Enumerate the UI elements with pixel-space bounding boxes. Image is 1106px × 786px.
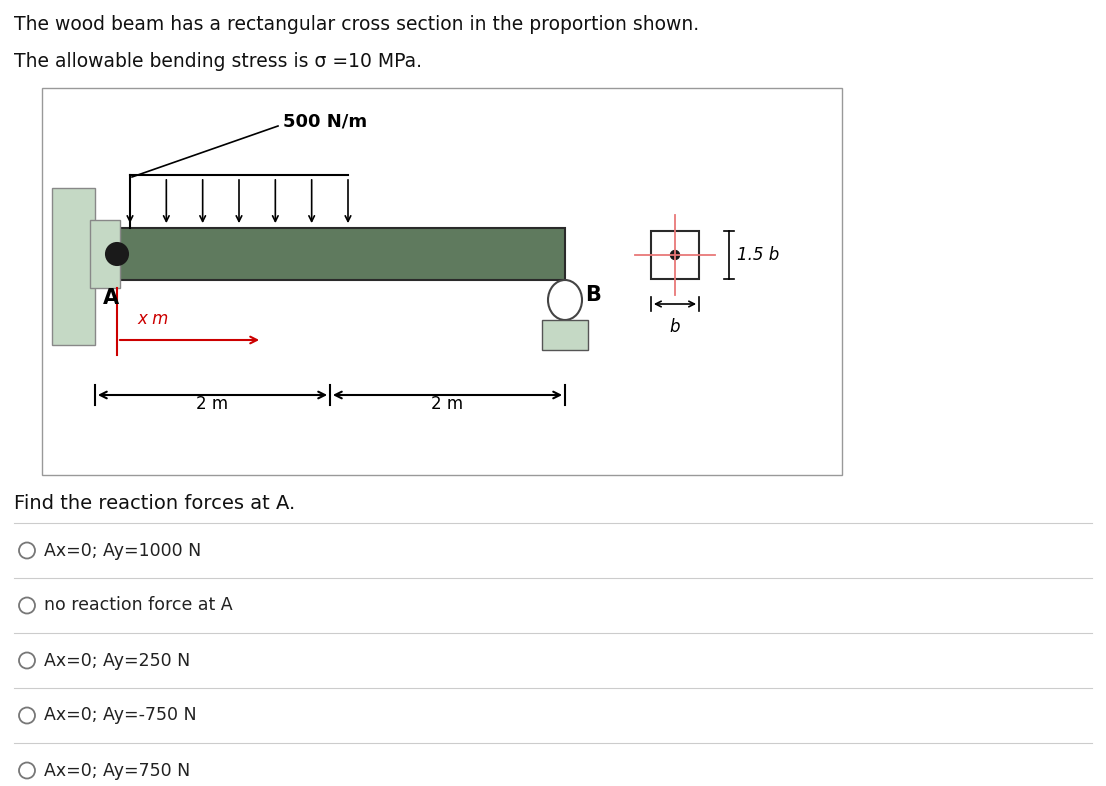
Bar: [90, 220, 119, 288]
Bar: [651, 231, 699, 279]
Text: The allowable bending stress is σ =10 MPa.: The allowable bending stress is σ =10 MP…: [14, 52, 422, 71]
Text: Ax=0; Ay=1000 N: Ax=0; Ay=1000 N: [44, 542, 201, 560]
Bar: [52, 188, 95, 345]
Bar: [42, 88, 842, 475]
Text: Find the reaction forces at A.: Find the reaction forces at A.: [14, 494, 295, 513]
Text: Ax=0; Ay=-750 N: Ax=0; Ay=-750 N: [44, 707, 197, 725]
Text: 2 m: 2 m: [431, 395, 463, 413]
Bar: [542, 320, 588, 350]
Circle shape: [19, 707, 35, 723]
Circle shape: [670, 251, 679, 259]
Text: The wood beam has a rectangular cross section in the proportion shown.: The wood beam has a rectangular cross se…: [14, 15, 699, 34]
Circle shape: [19, 762, 35, 778]
Text: Ax=0; Ay=750 N: Ax=0; Ay=750 N: [44, 762, 190, 780]
Text: B: B: [585, 285, 601, 305]
Text: 500 N/m: 500 N/m: [283, 113, 367, 131]
Ellipse shape: [547, 280, 582, 320]
Circle shape: [106, 243, 128, 265]
Circle shape: [19, 597, 35, 614]
Text: A: A: [103, 288, 119, 308]
Text: no reaction force at A: no reaction force at A: [44, 597, 232, 615]
Circle shape: [19, 652, 35, 669]
Text: 2 m: 2 m: [197, 395, 229, 413]
Bar: [95, 228, 565, 280]
Text: 1.5 b: 1.5 b: [737, 246, 780, 264]
Text: x m: x m: [137, 310, 168, 328]
Text: Ax=0; Ay=250 N: Ax=0; Ay=250 N: [44, 652, 190, 670]
Circle shape: [19, 542, 35, 559]
Text: b: b: [670, 318, 680, 336]
